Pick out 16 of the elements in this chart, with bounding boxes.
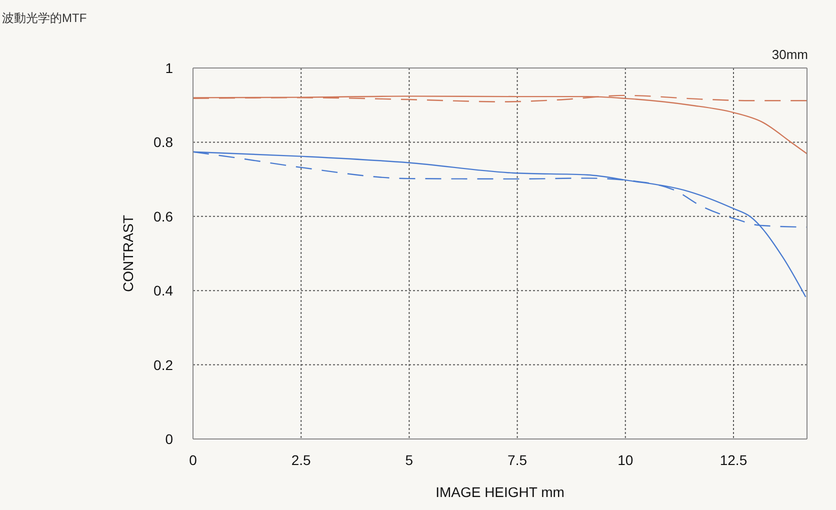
y-tick-label: 0.2 <box>154 356 174 373</box>
x-tick-label: 0 <box>189 452 198 468</box>
y-tick-label: 0.4 <box>154 282 174 299</box>
y-axis-title: CONTRAST <box>120 214 136 292</box>
x-tick-label: 5 <box>405 452 414 468</box>
y-tick-label: 0.8 <box>154 134 174 150</box>
text: 波動光学的MTF <box>2 10 87 27</box>
x-axis-title: IMAGE HEIGHT mm <box>436 484 564 500</box>
y-tick-label: 1 <box>165 60 174 76</box>
x-tick-label: 2.5 <box>291 452 312 468</box>
x-tick-label: 7.5 <box>508 452 528 468</box>
y-tick-label: 0.6 <box>154 208 174 224</box>
y-tick-label: 0 <box>165 430 174 447</box>
x-tick-label: 10 <box>618 452 634 468</box>
chart-subtitle: 30mm <box>772 47 808 62</box>
x-tick-label: 12.5 <box>720 452 748 468</box>
